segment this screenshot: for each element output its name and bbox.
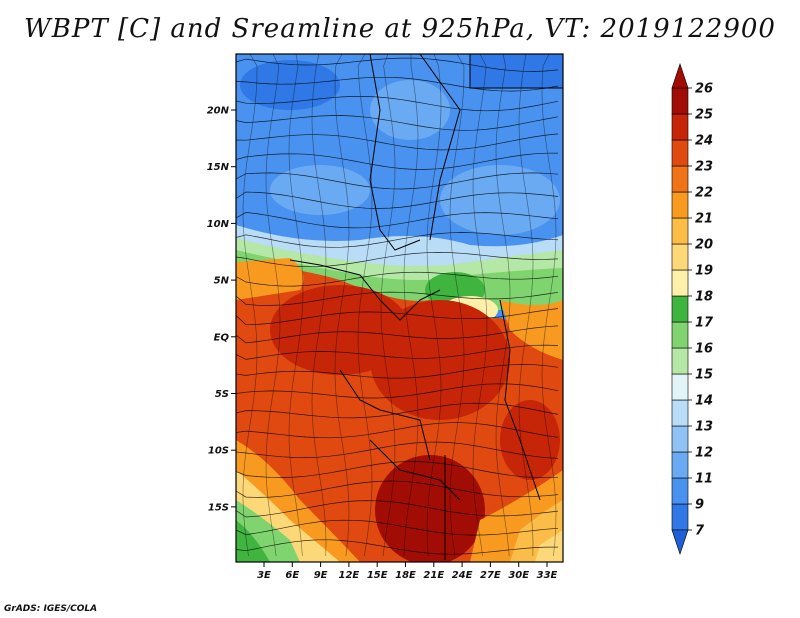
colorbar-bin [671, 347, 689, 375]
lon-tick-label: 6E [285, 570, 299, 581]
lat-tick-label: 20N [207, 106, 230, 117]
colorbar-bin [671, 295, 689, 323]
lon-tick-label: 27E [480, 570, 501, 581]
colorbar-bin [671, 87, 689, 115]
colorbar-bin [671, 425, 689, 453]
longitude-axis: 3E 6E 9E 12E 15E 18E 21E 24E 27E 30E 33E [257, 562, 558, 581]
lat-tick-label: 5S [215, 389, 229, 400]
colorbar-label: 7 [695, 524, 705, 539]
lon-tick-label: 12E [339, 570, 360, 581]
colorbar-label: 13 [695, 420, 713, 435]
colorbar-label: 19 [695, 264, 713, 279]
colorbar-label: 20 [695, 238, 713, 253]
lon-tick-label: 30E [508, 570, 529, 581]
colorbar-bin [671, 243, 689, 271]
colorbar-bin [671, 477, 689, 505]
lon-tick-label: 24E [452, 570, 473, 581]
lat-tick-label: 15S [208, 502, 229, 513]
colorbar-label: 15 [695, 368, 713, 383]
colorbar-bin [671, 451, 689, 479]
colorbar-label: 11 [695, 472, 713, 487]
country-borders [289, 54, 563, 560]
colorbar-bin [671, 217, 689, 245]
colorbar-bin [671, 113, 689, 141]
colorbar-bin [671, 139, 689, 167]
lat-tick-label: 5N [214, 276, 230, 287]
lon-tick-label: 21E [423, 570, 444, 581]
colorbar-bottom-arrow [671, 529, 689, 555]
colorbar-label: 22 [695, 186, 713, 201]
footer-credit: GrADS: IGES/COLA [4, 604, 98, 614]
lon-tick-label: 15E [367, 570, 388, 581]
lon-tick-label: 33E [537, 570, 558, 581]
colorbar-bin [671, 165, 689, 193]
colorbar-top-arrow [671, 63, 689, 89]
colorbar-bin [671, 321, 689, 349]
latitude-axis: 20N 15N 10N 5N EQ 5S 10S 15S [207, 106, 236, 513]
colorbar-label: 25 [695, 108, 713, 123]
colorbar-label: 23 [695, 160, 713, 175]
lon-tick-label: 9E [314, 570, 328, 581]
colorbar-label: 9 [695, 498, 704, 513]
colorbar-bin [671, 191, 689, 219]
lat-tick-label: 10N [207, 219, 230, 230]
colorbar-label: 16 [695, 342, 713, 357]
lat-tick-label: EQ [214, 332, 230, 343]
colorbar-bin [671, 269, 689, 297]
colorbar-label: 24 [695, 134, 713, 149]
colorbar-label: 21 [695, 212, 713, 227]
lat-tick-label: 15N [207, 162, 230, 173]
lat-tick-label: 10S [208, 446, 229, 457]
lon-tick-label: 3E [257, 570, 271, 581]
colorbar-label: 17 [695, 316, 714, 331]
colorbar-bin [671, 503, 689, 531]
colorbar-label: 18 [695, 290, 713, 305]
map-frame [235, 53, 564, 563]
colorbar-bin [671, 399, 689, 427]
colorbar-bin [671, 373, 689, 401]
lon-tick-label: 18E [395, 570, 416, 581]
colorbar-label: 26 [695, 82, 713, 97]
wbpt-shading [236, 54, 563, 562]
colorbar-label: 12 [695, 446, 713, 461]
chart-title: WBPT [C] and Sreamline at 925hPa, VT: 20… [24, 14, 776, 44]
colorbar: 7 9 11 12 13 14 15 16 17 18 19 20 21 22 23 24 25 26 [671, 63, 714, 555]
streamlines [236, 54, 559, 557]
colorbar-label: 14 [695, 394, 713, 409]
